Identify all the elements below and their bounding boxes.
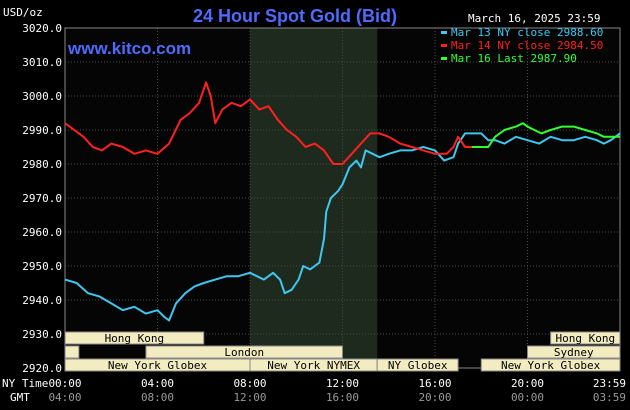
ny-time-label: NY Time bbox=[2, 377, 48, 390]
market-session-label: NY Globex bbox=[388, 359, 448, 372]
y-tick-label: 3000.0 bbox=[22, 90, 62, 103]
x-tick-label-gmt: 20:00 bbox=[418, 391, 451, 404]
legend-swatch bbox=[441, 57, 447, 60]
brand-link[interactable]: www.kitco.com bbox=[67, 39, 191, 58]
x-tick-label-ny: 00:00 bbox=[48, 377, 81, 390]
market-session-bar bbox=[550, 331, 621, 345]
x-tick-label-ny: 20:00 bbox=[511, 377, 544, 390]
x-tick-label-gmt: 16:00 bbox=[326, 391, 359, 404]
legend-entry: Mar 14 NY close 2984.50 bbox=[451, 39, 603, 52]
series-lines bbox=[64, 81, 621, 322]
x-tick-label-ny: 23:59 bbox=[593, 377, 626, 390]
market-session-label: New York Globex bbox=[501, 359, 601, 372]
x-tick-label-gmt: 04:00 bbox=[48, 391, 81, 404]
market-session-bar bbox=[64, 331, 205, 345]
legend-entry: Mar 13 NY close 2988.60 bbox=[451, 26, 603, 39]
market-session-label: Hong Kong bbox=[105, 332, 165, 345]
y-tick-label: 3020.0 bbox=[22, 22, 62, 35]
y-tick-label: 2920.0 bbox=[22, 362, 62, 375]
market-session-label: London bbox=[224, 346, 264, 359]
x-tick-label-ny: 12:00 bbox=[326, 377, 359, 390]
market-session-label: Hong Kong bbox=[556, 332, 616, 345]
market-session-bar bbox=[527, 345, 621, 359]
x-tick-label-gmt: 08:00 bbox=[141, 391, 174, 404]
market-session-bar bbox=[376, 358, 459, 372]
y-tick-label: 3010.0 bbox=[22, 56, 62, 69]
chart-date: March 16, 2025 23:59 bbox=[468, 12, 600, 25]
chart-title: 24 Hour Spot Gold (Bid) bbox=[193, 6, 397, 26]
market-session-bar bbox=[145, 345, 343, 359]
y-tick-label: 2990.0 bbox=[22, 124, 62, 137]
shaded-session-region bbox=[250, 28, 378, 368]
x-tick-label-ny: 08:00 bbox=[233, 377, 266, 390]
x-axis-ticks: 00:0004:0004:0008:0008:0012:0012:0016:00… bbox=[48, 377, 626, 404]
y-tick-label: 2980.0 bbox=[22, 158, 62, 171]
legend-entry: Mar 16 Last 2987.90 bbox=[451, 52, 577, 65]
market-session-label: New York NYMEX bbox=[267, 359, 360, 372]
market-session-label: New York Globex bbox=[108, 359, 208, 372]
y-axis-label: USD/oz bbox=[3, 6, 43, 19]
y-axis-ticks: 2920.0 2930.0 2940.0 2950.0 2960.0 2970.0 2980… bbox=[22, 22, 62, 375]
y-tick-label: 2970.0 bbox=[22, 192, 62, 205]
x-tick-label-ny: 16:00 bbox=[418, 377, 451, 390]
x-tick-label-gmt: 12:00 bbox=[233, 391, 266, 404]
x-tick-label-gmt: 00:00 bbox=[511, 391, 544, 404]
gmt-label: GMT bbox=[10, 391, 30, 404]
y-tick-label: 2950.0 bbox=[22, 260, 62, 273]
market-session-bar bbox=[480, 358, 621, 372]
series-line bbox=[64, 132, 621, 322]
x-tick-label-gmt: 03:59 bbox=[593, 391, 626, 404]
y-tick-label: 2960.0 bbox=[22, 226, 62, 239]
x-tick-label-ny: 04:00 bbox=[141, 377, 174, 390]
series-line bbox=[472, 122, 620, 148]
legend-swatch bbox=[441, 44, 447, 47]
y-tick-label: 2930.0 bbox=[22, 328, 62, 341]
market-session-label: Sydney bbox=[554, 346, 594, 359]
market-session-bar bbox=[64, 345, 80, 359]
series-line bbox=[64, 81, 472, 165]
y-tick-label: 2940.0 bbox=[22, 294, 62, 307]
legend-swatch bbox=[441, 31, 447, 34]
